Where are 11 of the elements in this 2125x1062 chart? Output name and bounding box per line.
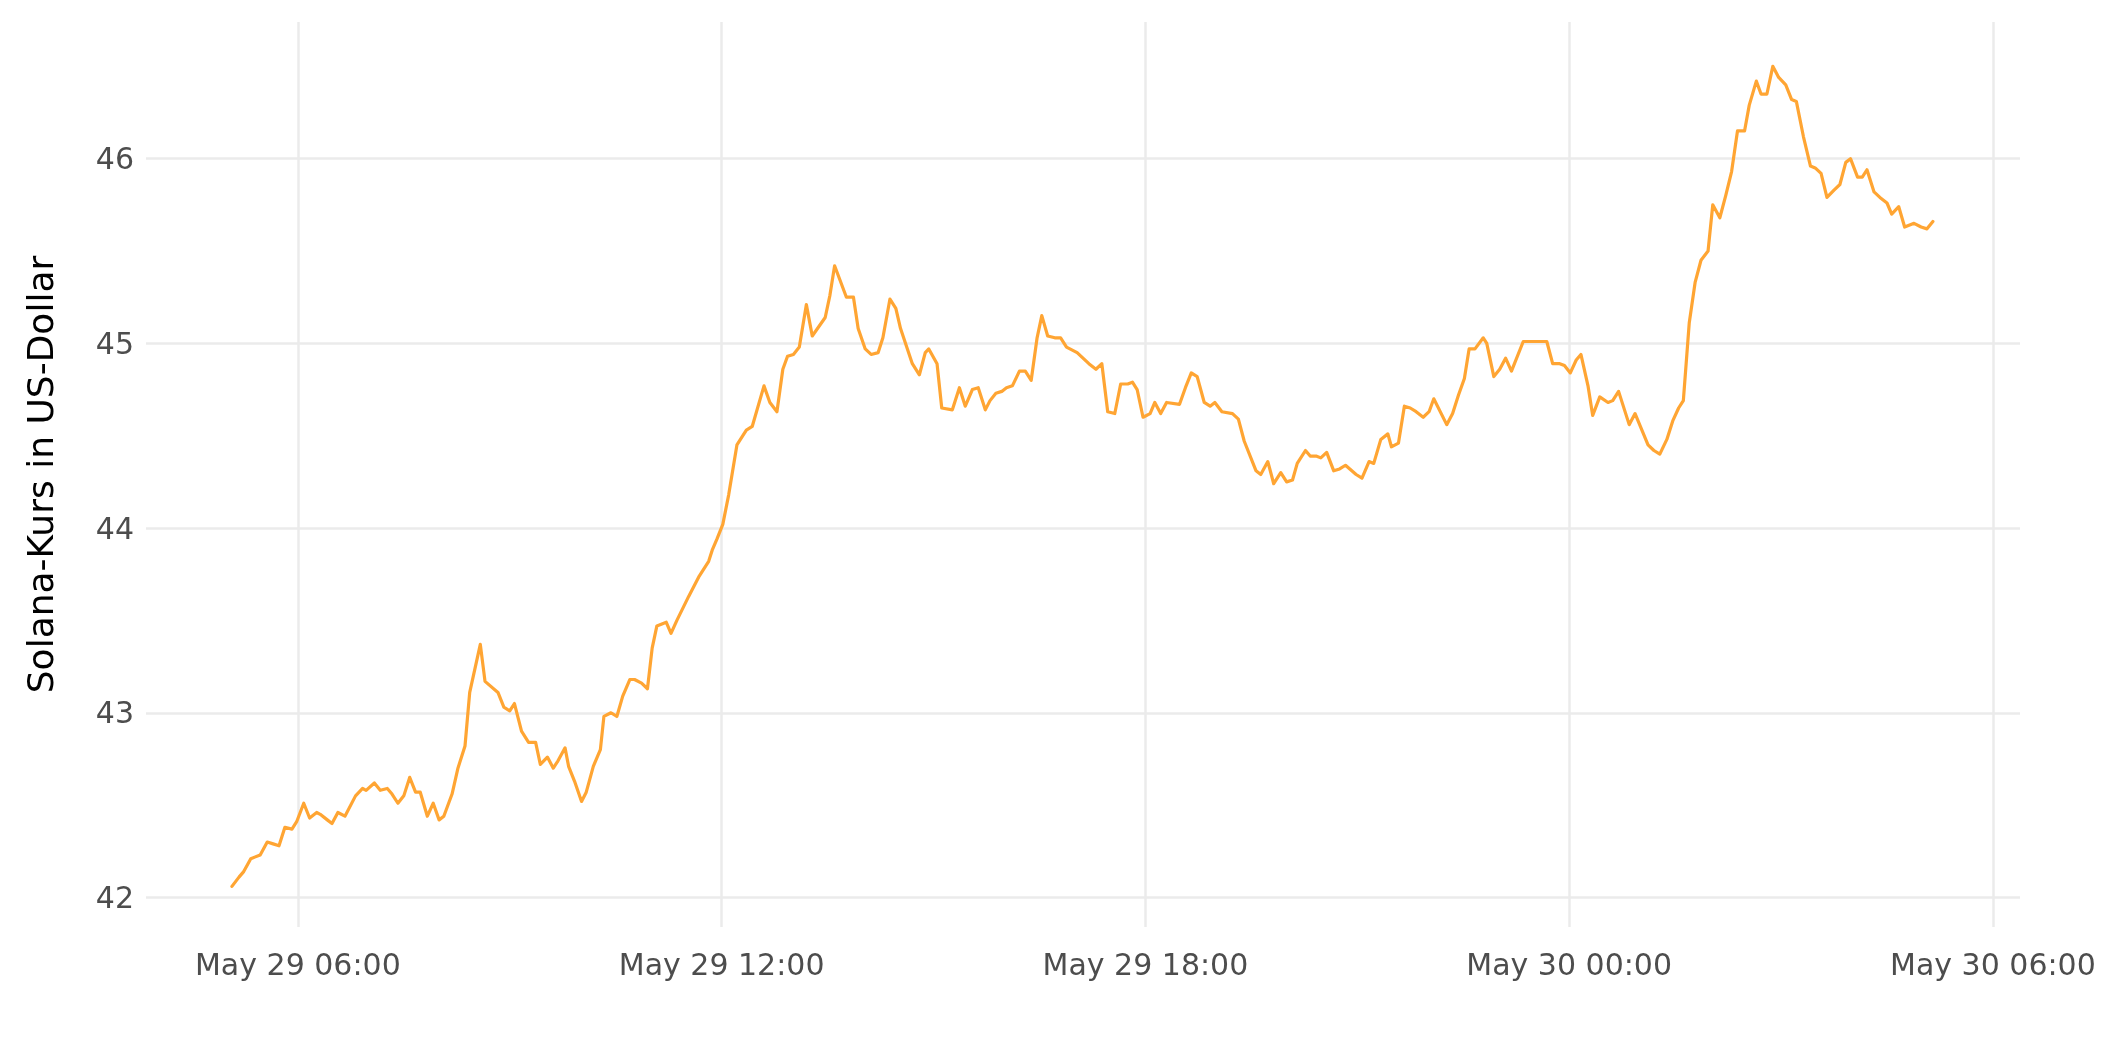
x-tick-label: May 29 12:00 bbox=[618, 946, 825, 982]
y-tick-label: 43 bbox=[95, 695, 134, 731]
y-tick-label: 42 bbox=[95, 879, 134, 915]
y-axis-title: Solana-Kurs in US-Dollar bbox=[19, 255, 61, 694]
x-tick-label: May 30 06:00 bbox=[1890, 946, 2096, 982]
y-tick-label: 45 bbox=[95, 325, 134, 361]
x-tick-label: May 29 06:00 bbox=[194, 946, 401, 982]
y-tick-label: 46 bbox=[95, 141, 134, 177]
y-tick-label: 44 bbox=[95, 510, 134, 546]
x-tick-label: May 29 18:00 bbox=[1042, 946, 1249, 982]
x-tick-label: May 30 00:00 bbox=[1466, 946, 1673, 982]
